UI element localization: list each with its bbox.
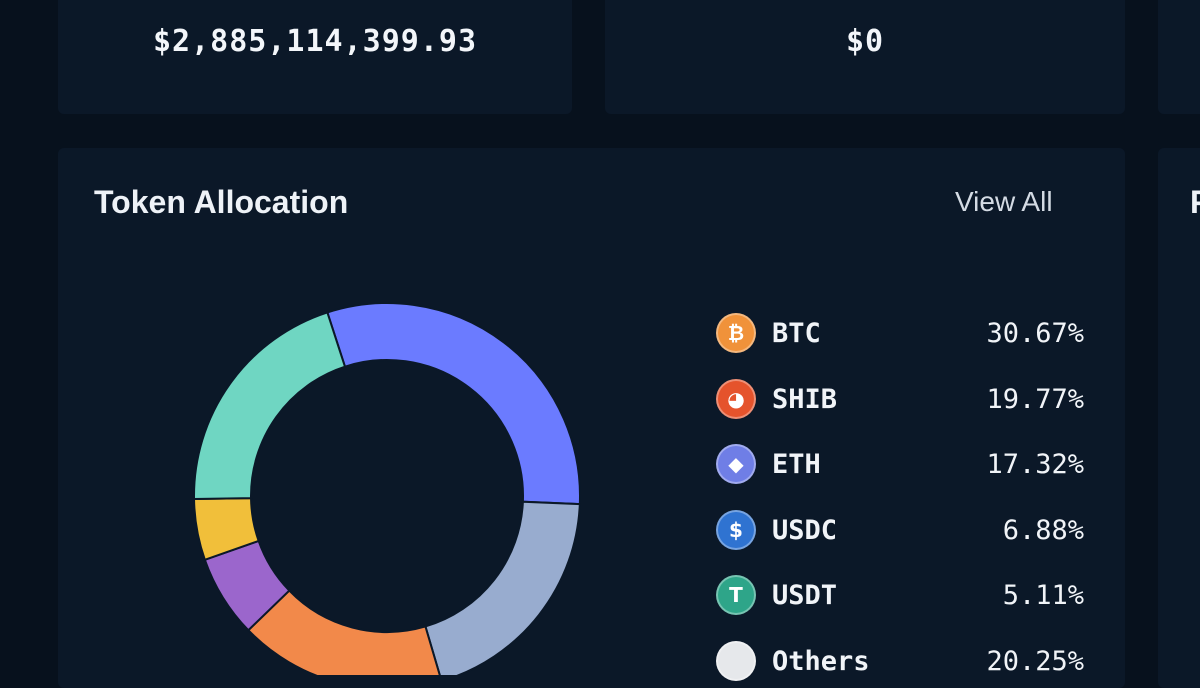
stat-card-portfolio: $2,885,114,399.93	[58, 0, 572, 114]
right-card: P	[1158, 148, 1200, 688]
legend-label: SHIB	[772, 383, 838, 415]
legend-item-shib[interactable]: ◕ SHIB 19.77%	[716, 378, 1096, 420]
legend-label: Others	[772, 645, 870, 677]
legend-item-btc[interactable]: ₿ BTC 30.67%	[716, 312, 1096, 354]
tether-icon: T	[716, 575, 756, 615]
legend-percentage: 19.77%	[986, 383, 1084, 415]
usdc-icon: $	[716, 509, 756, 550]
donut-slice-shib[interactable]	[424, 500, 581, 675]
legend-percentage: 30.67%	[986, 318, 1084, 349]
legend-percentage: 17.32%	[986, 449, 1084, 480]
secondary-value: $0	[845, 24, 885, 59]
donut-slice-others[interactable]	[193, 311, 347, 501]
legend-label: BTC	[772, 318, 821, 349]
stat-card-secondary: $0	[605, 0, 1125, 114]
legend-percentage: 6.88%	[1002, 514, 1084, 546]
ethereum-icon: ◆	[716, 444, 756, 484]
legend-percentage: 20.25%	[986, 645, 1084, 677]
legend-item-others[interactable]: Others 20.25%	[716, 640, 1096, 682]
portfolio-value: $2,885,114,399.93	[152, 24, 478, 59]
legend-label: USDT	[772, 580, 838, 611]
legend-percentage: 5.11%	[1002, 580, 1084, 611]
shiba-icon: ◕	[716, 378, 756, 419]
stat-card-right	[1158, 0, 1200, 114]
legend-item-eth[interactable]: ◆ ETH 17.32%	[716, 443, 1096, 485]
right-card-title: P	[1190, 184, 1200, 221]
bitcoin-icon: ₿	[716, 313, 756, 353]
donut-slice-btc[interactable]	[326, 302, 581, 506]
legend-item-usdc[interactable]: $ USDC 6.88%	[716, 509, 1096, 551]
legend-label: ETH	[772, 449, 821, 480]
legend-label: USDC	[772, 514, 838, 546]
legend-item-usdt[interactable]: T USDT 5.11%	[716, 574, 1096, 616]
card-title: Token Allocation	[94, 184, 349, 220]
view-all-link[interactable]: View All	[955, 186, 1053, 217]
